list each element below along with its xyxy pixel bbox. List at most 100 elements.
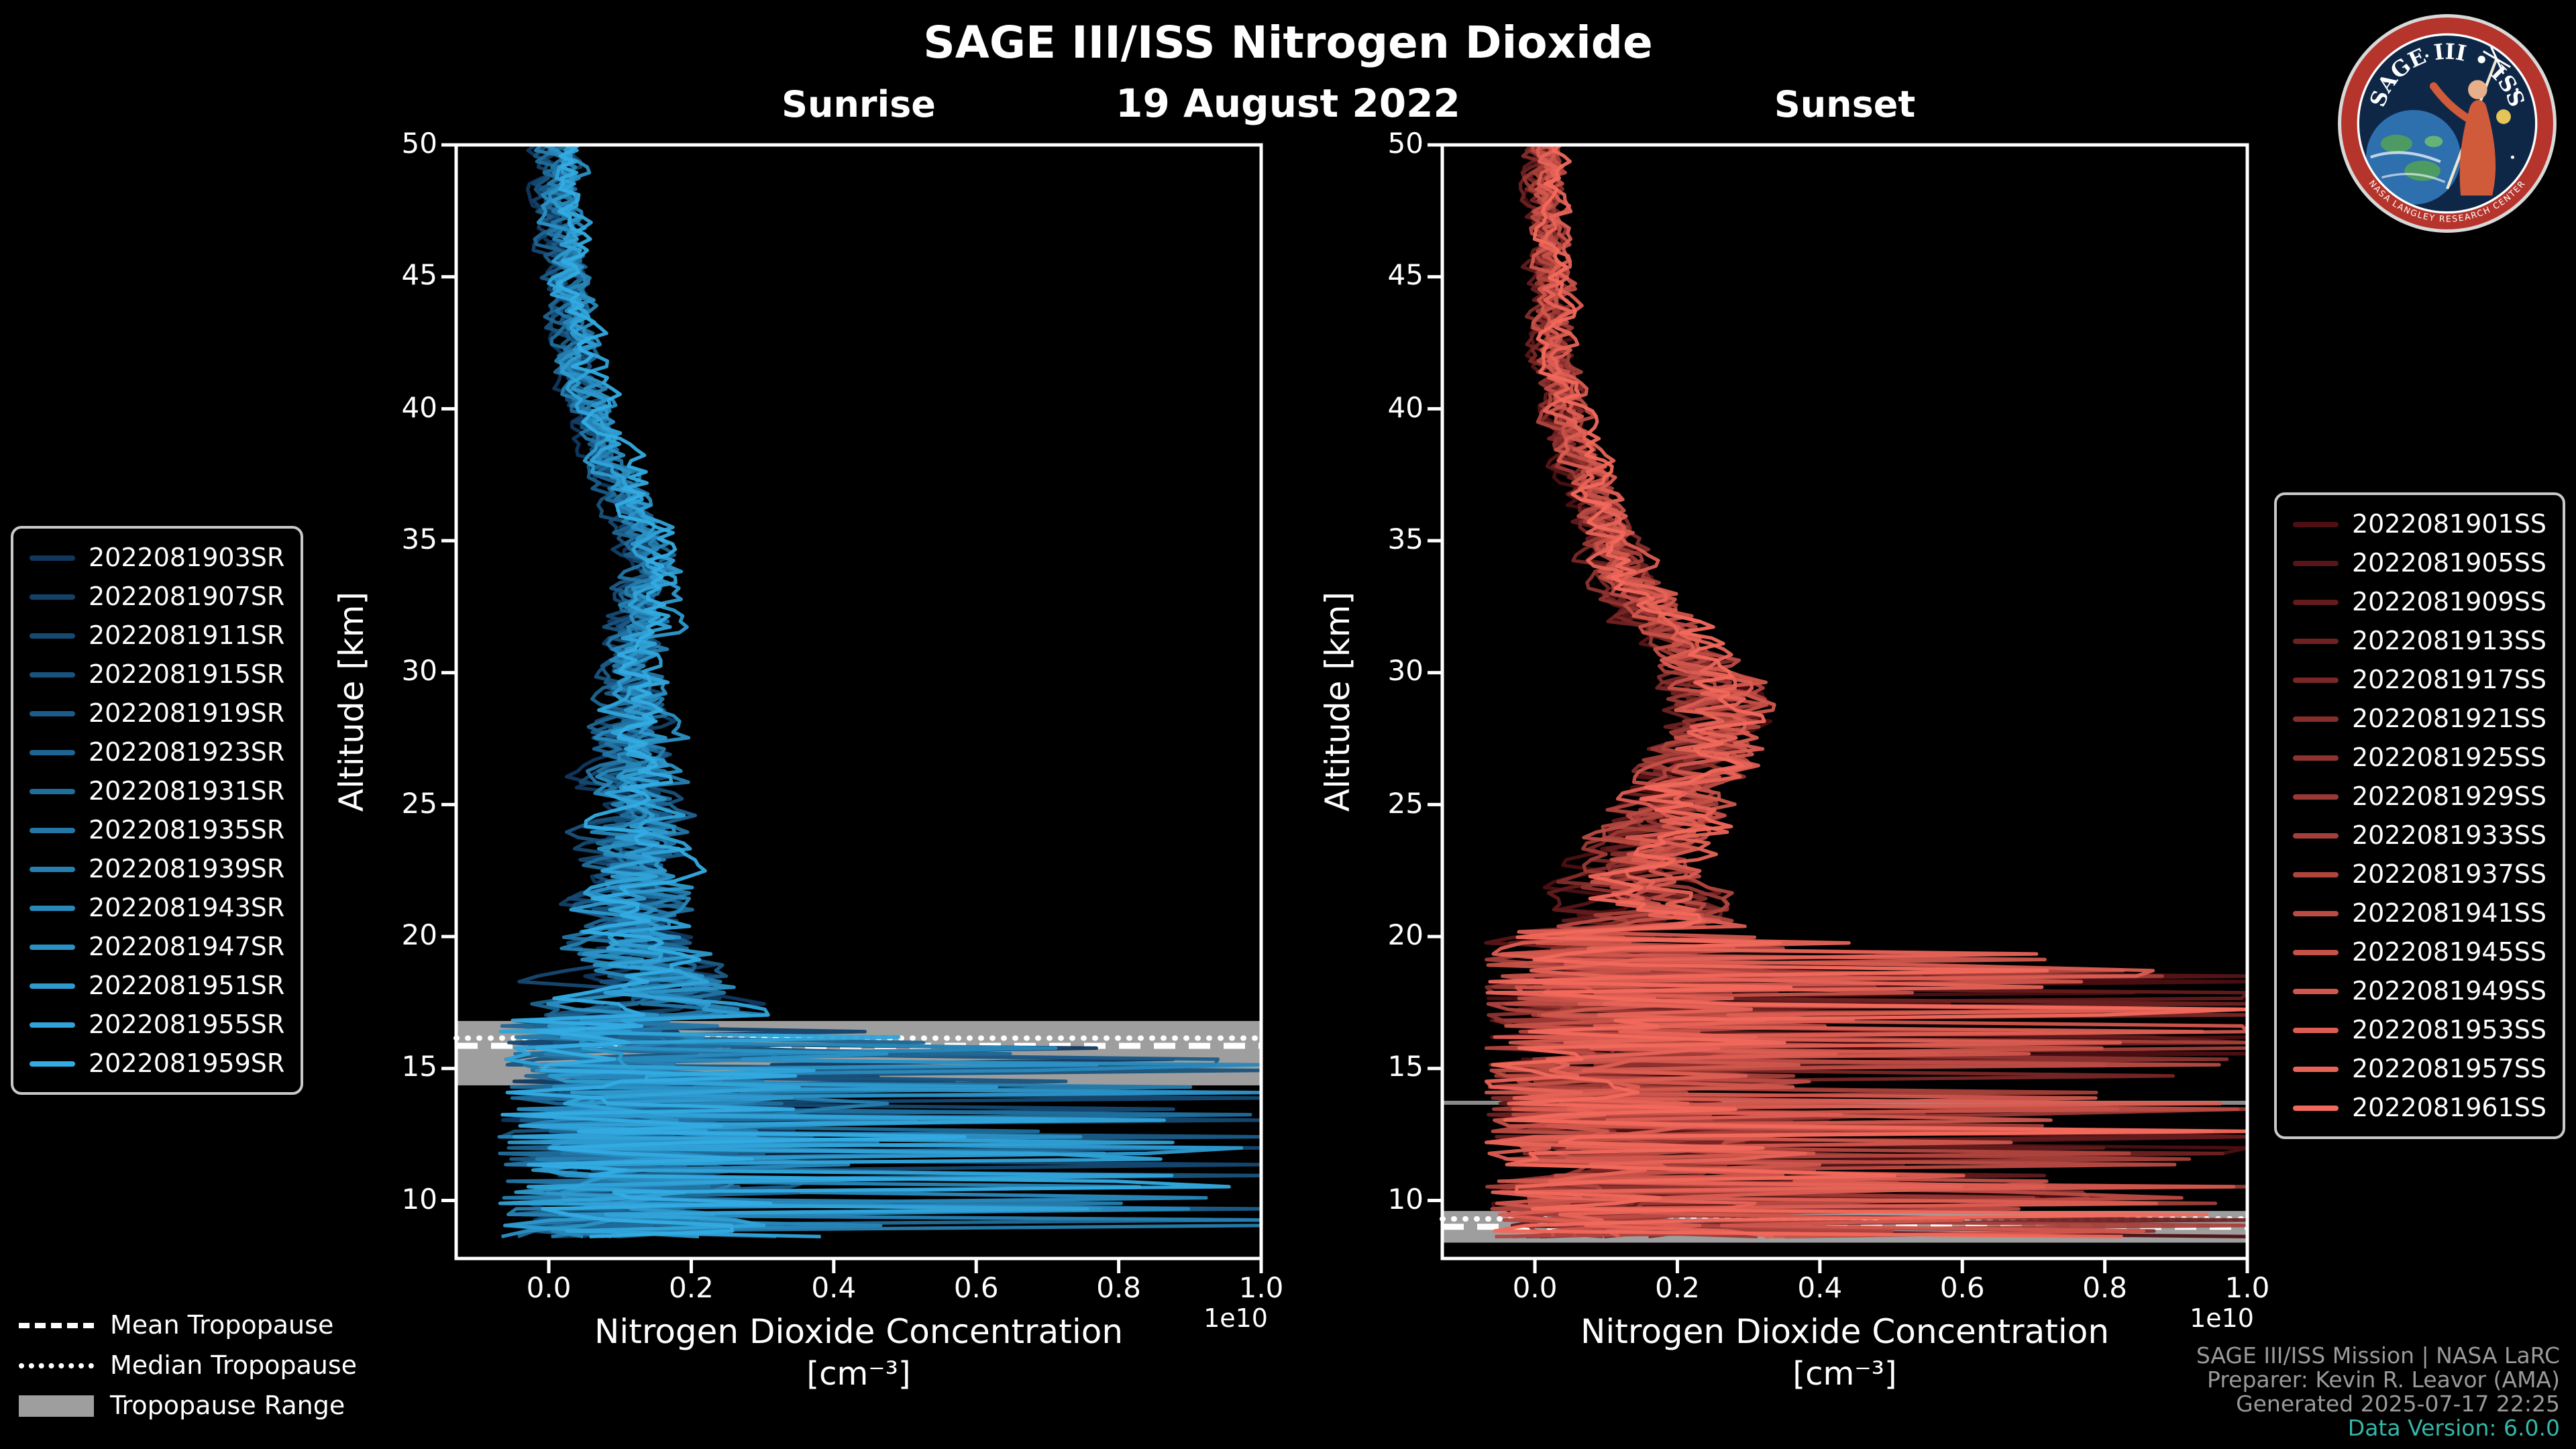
legend-line-swatch <box>30 672 75 677</box>
mean-tropopause-label: Mean Tropopause <box>110 1311 334 1340</box>
legend-line-swatch <box>30 633 75 638</box>
legend-item: 2022081909SS <box>2292 582 2546 621</box>
x-tick-label: 0.0 <box>526 1272 572 1304</box>
legend-label: 2022081933SS <box>2351 820 2546 850</box>
y-tick-label: 25 <box>1387 787 1424 820</box>
legend-item: 2022081913SS <box>2292 621 2546 660</box>
figure-date: 19 August 2022 <box>1116 80 1460 126</box>
legend-label: 2022081951SR <box>89 971 285 1000</box>
legend-label: 2022081935SR <box>89 815 285 845</box>
star-icon <box>2383 78 2387 83</box>
legend-label: 2022081941SS <box>2351 898 2546 928</box>
axes-spine <box>454 143 1263 1260</box>
x-tick-label: 1.0 <box>1238 1272 1284 1304</box>
series-line <box>498 143 1175 1238</box>
legend-line-swatch <box>30 555 75 560</box>
y-tick-label: 10 <box>1387 1183 1424 1216</box>
legend-label: 2022081959SR <box>89 1049 285 1078</box>
sunset-panel-title: Sunset <box>1774 85 1916 126</box>
series-line <box>501 143 1263 1238</box>
legend-line-swatch <box>2292 560 2339 566</box>
legend-item: 2022081941SS <box>2292 894 2546 932</box>
legend-line-swatch <box>30 1061 75 1066</box>
legend-label: 2022081929SS <box>2351 782 2546 811</box>
legend-line-swatch <box>30 866 75 871</box>
x-tick-label: 0.8 <box>1096 1272 1141 1304</box>
star-icon <box>2510 155 2514 159</box>
series-line <box>1486 143 2193 1237</box>
tropopause-range-swatch <box>19 1395 94 1417</box>
legend-line-swatch <box>30 710 75 716</box>
legend-item: 2022081915SR <box>30 655 284 694</box>
tropopause-legend: Mean Tropopause Median Tropopause Tropop… <box>19 1309 357 1422</box>
legend-line-swatch <box>2292 716 2339 721</box>
legend-label: 2022081905SS <box>2351 548 2546 578</box>
legend-line-swatch <box>2292 988 2339 994</box>
x-tick-label: 1.0 <box>2224 1272 2270 1304</box>
legend-item: 2022081921SS <box>2292 699 2546 738</box>
legend-label: 2022081901SS <box>2351 509 2546 539</box>
y-tick-label: 25 <box>401 787 437 820</box>
figure-head <box>2468 80 2487 99</box>
legend-item: 2022081903SR <box>30 538 284 577</box>
legend-item: 2022081917SS <box>2292 660 2546 699</box>
legend-item: 2022081959SR <box>30 1044 284 1083</box>
legend-label: 2022081955SR <box>89 1010 285 1039</box>
x-tick-label: 0.6 <box>953 1272 999 1304</box>
sage-iii-iss-logo: SAGE III • ISS NASA LANGLEY RESEARCH CEN… <box>2338 14 2557 233</box>
figure-title: SAGE III/ISS Nitrogen Dioxide <box>923 16 1653 68</box>
y-tick-label: 35 <box>1387 523 1424 556</box>
legend-label: 2022081943SR <box>89 893 285 922</box>
sunset-legend: 2022081901SS 2022081905SS 2022081909SS 2022… <box>2273 492 2565 1139</box>
credit-data-version: Data Version: 6.0.0 <box>2347 1415 2560 1441</box>
legend-line-swatch <box>2292 638 2339 643</box>
legend-line-swatch <box>2292 949 2339 955</box>
axes-spine <box>1440 143 2249 1260</box>
legend-label: 2022081961SS <box>2351 1093 2546 1122</box>
classical-figure <box>2459 100 2496 196</box>
legend-label: 2022081915SR <box>89 659 285 689</box>
legend-item: 2022081931SR <box>30 771 284 810</box>
sunrise-yaxis-label: Altitude [km] <box>332 592 371 812</box>
legend-item: 2022081923SR <box>30 733 284 771</box>
sunrise-xaxis-label: Nitrogen Dioxide Concentration <box>594 1312 1124 1351</box>
y-tick-label: 35 <box>401 523 437 556</box>
legend-item: 2022081937SS <box>2292 855 2546 894</box>
y-tick-label: 15 <box>1387 1051 1424 1083</box>
legend-line-swatch <box>30 983 75 988</box>
legend-label: 2022081923SR <box>89 737 285 767</box>
y-tick-label: 30 <box>1387 655 1424 688</box>
legend-label: 2022081913SS <box>2351 626 2546 655</box>
legend-label: 2022081945SS <box>2351 937 2546 967</box>
y-tick-label: 10 <box>401 1183 437 1216</box>
legend-line-swatch <box>2292 794 2339 799</box>
series-line <box>500 143 1231 1238</box>
legend-item: 2022081905SS <box>2292 543 2546 582</box>
legend-line-swatch <box>2292 1066 2339 1071</box>
legend-item: 2022081925SS <box>2292 738 2546 777</box>
legend-item: 2022081953SS <box>2292 1010 2546 1049</box>
legend-item: 2022081935SR <box>30 810 284 849</box>
legend-line-swatch <box>2292 1027 2339 1032</box>
credit-preparer: Preparer: Kevin R. Leavor (AMA) <box>2207 1367 2560 1393</box>
legend-item: 2022081949SS <box>2292 971 2546 1010</box>
earth-land <box>2380 134 2412 153</box>
legend-line-swatch <box>30 788 75 794</box>
legend-item: 2022081961SS <box>2292 1088 2546 1127</box>
legend-line-swatch <box>2292 1105 2339 1110</box>
legend-line-swatch <box>2292 833 2339 838</box>
earth-land <box>2424 136 2443 148</box>
sunset-offset-text: 1e10 <box>2190 1304 2254 1334</box>
earth-land <box>2404 160 2440 181</box>
x-tick-label: 0.0 <box>1512 1272 1558 1304</box>
y-tick-label: 45 <box>1387 259 1424 292</box>
legend-line-swatch <box>30 1022 75 1027</box>
legend-label: 2022081917SS <box>2351 665 2546 694</box>
legend-label: 2022081939SR <box>89 854 285 883</box>
legend-item: 2022081939SR <box>30 849 284 888</box>
legend-item: 2022081911SR <box>30 616 284 655</box>
legend-label: 2022081931SR <box>89 776 285 806</box>
legend-line-swatch <box>30 749 75 755</box>
mean-tropopause-legend-item: Mean Tropopause <box>19 1309 357 1342</box>
